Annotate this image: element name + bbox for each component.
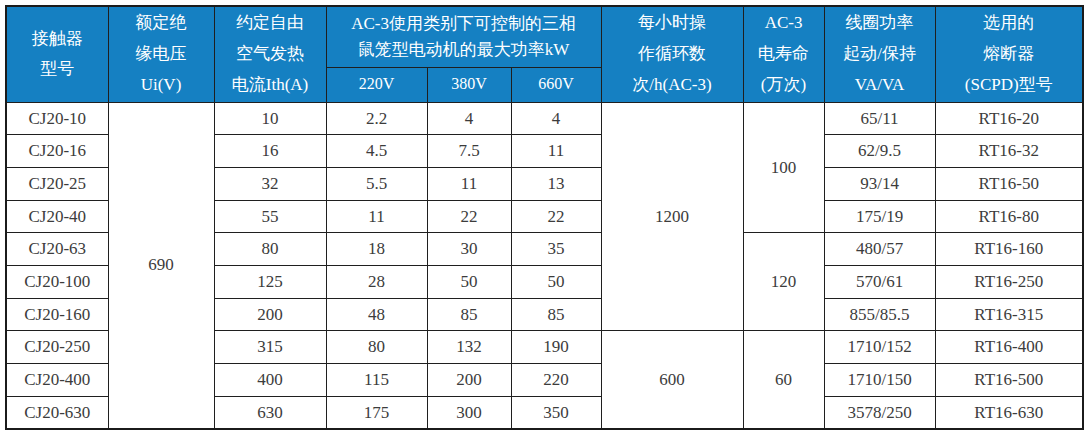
cell-kw-220v: 2.2 — [326, 102, 427, 135]
contactor-spec-page: 接触器 型号 额定绝 缘电压 Ui(V) 约定自由 空气发热 电流Ith(A) … — [0, 0, 1085, 440]
cell-cycles-per-hour: 1200 — [601, 102, 743, 331]
cell-kw-660v: 220 — [511, 364, 601, 397]
header-operating-cycles: 每小时操 作循环数 次/h(AC-3) — [601, 6, 743, 102]
cell-insulation-voltage: 690 — [108, 102, 214, 429]
cell-model: CJ20-63 — [6, 233, 108, 266]
cell-ith: 80 — [214, 233, 326, 266]
cell-kw-660v: 11 — [511, 135, 601, 168]
header-220v: 220V — [326, 67, 427, 102]
cell-ith: 400 — [214, 364, 326, 397]
cell-coil-power: 175/19 — [824, 200, 935, 233]
cell-coil-power: 1710/150 — [824, 364, 935, 397]
cell-kw-380v: 7.5 — [427, 135, 511, 168]
cell-fuse: RT16-630 — [935, 396, 1083, 429]
cell-fuse: RT16-80 — [935, 200, 1083, 233]
cell-fuse: RT16-50 — [935, 167, 1083, 200]
cell-kw-660v: 190 — [511, 331, 601, 364]
cell-ith: 630 — [214, 396, 326, 429]
header-ac3-max-power-group: AC-3使用类别下可控制的三相 鼠笼型电动机的最大功率kW — [326, 6, 601, 67]
cell-model: CJ20-630 — [6, 396, 108, 429]
cell-model: CJ20-40 — [6, 200, 108, 233]
cell-ith: 10 — [214, 102, 326, 135]
cell-kw-220v: 175 — [326, 396, 427, 429]
header-fuse-type: 选用的 熔断器 (SCPD)型号 — [935, 6, 1083, 102]
cell-kw-220v: 5.5 — [326, 167, 427, 200]
header-380v: 380V — [427, 67, 511, 102]
cell-coil-power: 570/61 — [824, 265, 935, 298]
cell-electrical-life: 120 — [743, 233, 824, 331]
cell-model: CJ20-160 — [6, 298, 108, 331]
cell-ith: 32 — [214, 167, 326, 200]
cell-kw-380v: 11 — [427, 167, 511, 200]
table-row: CJ20-10 690 10 2.2 4 4 1200 100 65/11 RT… — [6, 102, 1083, 135]
cell-fuse: RT16-500 — [935, 364, 1083, 397]
cell-kw-220v: 115 — [326, 364, 427, 397]
cell-fuse: RT16-32 — [935, 135, 1083, 168]
cell-ith: 200 — [214, 298, 326, 331]
cell-ith: 315 — [214, 331, 326, 364]
cell-kw-220v: 4.5 — [326, 135, 427, 168]
cell-model: CJ20-10 — [6, 102, 108, 135]
cell-kw-380v: 50 — [427, 265, 511, 298]
cell-kw-660v: 350 — [511, 396, 601, 429]
cell-electrical-life: 60 — [743, 331, 824, 429]
cell-coil-power: 93/14 — [824, 167, 935, 200]
cell-kw-380v: 85 — [427, 298, 511, 331]
cell-kw-660v: 35 — [511, 233, 601, 266]
cell-coil-power: 480/57 — [824, 233, 935, 266]
header-row-main: 接触器 型号 额定绝 缘电压 Ui(V) 约定自由 空气发热 电流Ith(A) … — [6, 6, 1083, 67]
contactor-spec-table: 接触器 型号 额定绝 缘电压 Ui(V) 约定自由 空气发热 电流Ith(A) … — [5, 5, 1084, 430]
cell-kw-380v: 4 — [427, 102, 511, 135]
cell-kw-380v: 132 — [427, 331, 511, 364]
cell-model: CJ20-25 — [6, 167, 108, 200]
cell-fuse: RT16-160 — [935, 233, 1083, 266]
cell-kw-380v: 30 — [427, 233, 511, 266]
cell-coil-power: 65/11 — [824, 102, 935, 135]
cell-model: CJ20-250 — [6, 331, 108, 364]
cell-fuse: RT16-315 — [935, 298, 1083, 331]
header-electrical-life: AC-3 电寿命 (万次) — [743, 6, 824, 102]
cell-ith: 125 — [214, 265, 326, 298]
cell-ith: 55 — [214, 200, 326, 233]
header-660v: 660V — [511, 67, 601, 102]
cell-electrical-life: 100 — [743, 102, 824, 233]
header-contactor-model: 接触器 型号 — [6, 6, 108, 102]
cell-cycles-per-hour: 600 — [601, 331, 743, 429]
cell-coil-power: 855/85.5 — [824, 298, 935, 331]
cell-fuse: RT16-250 — [935, 265, 1083, 298]
cell-model: CJ20-100 — [6, 265, 108, 298]
cell-kw-380v: 22 — [427, 200, 511, 233]
header-coil-power: 线圈功率 起动/保持 VA/VA — [824, 6, 935, 102]
cell-kw-660v: 4 — [511, 102, 601, 135]
cell-model: CJ20-400 — [6, 364, 108, 397]
cell-fuse: RT16-400 — [935, 331, 1083, 364]
cell-model: CJ20-16 — [6, 135, 108, 168]
cell-ith: 16 — [214, 135, 326, 168]
cell-fuse: RT16-20 — [935, 102, 1083, 135]
cell-kw-380v: 300 — [427, 396, 511, 429]
cell-coil-power: 3578/250 — [824, 396, 935, 429]
cell-kw-380v: 200 — [427, 364, 511, 397]
cell-kw-220v: 80 — [326, 331, 427, 364]
cell-kw-220v: 48 — [326, 298, 427, 331]
cell-kw-660v: 13 — [511, 167, 601, 200]
cell-kw-660v: 50 — [511, 265, 601, 298]
cell-kw-220v: 11 — [326, 200, 427, 233]
cell-kw-220v: 18 — [326, 233, 427, 266]
cell-kw-220v: 28 — [326, 265, 427, 298]
cell-kw-660v: 85 — [511, 298, 601, 331]
cell-coil-power: 1710/152 — [824, 331, 935, 364]
cell-coil-power: 62/9.5 — [824, 135, 935, 168]
header-thermal-current: 约定自由 空气发热 电流Ith(A) — [214, 6, 326, 102]
header-insulation-voltage: 额定绝 缘电压 Ui(V) — [108, 6, 214, 102]
cell-kw-660v: 22 — [511, 200, 601, 233]
